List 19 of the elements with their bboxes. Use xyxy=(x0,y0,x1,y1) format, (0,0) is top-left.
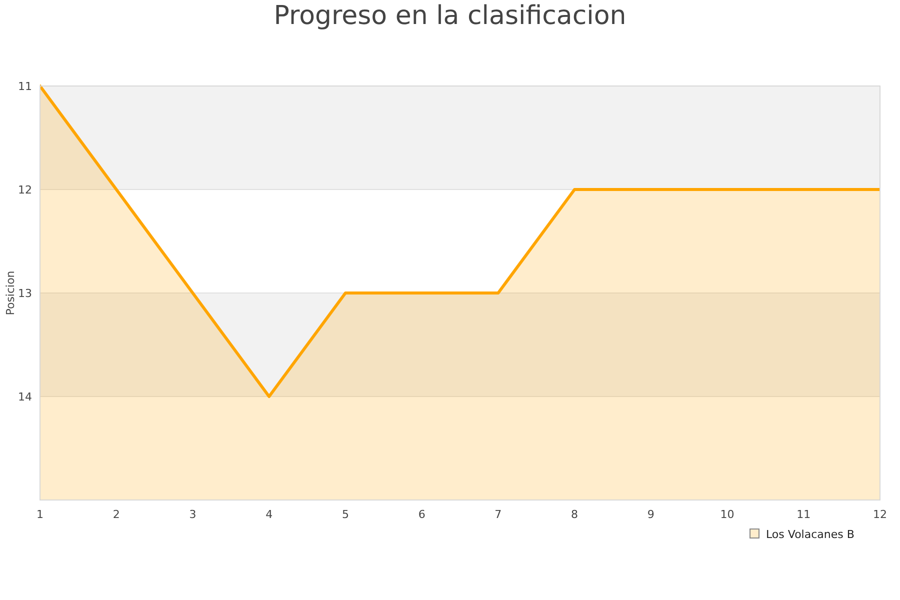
x-tick-label: 9 xyxy=(647,508,654,521)
x-tick-label: 8 xyxy=(571,508,578,521)
x-tick-label: 4 xyxy=(266,508,273,521)
y-tick-label: 11 xyxy=(18,80,32,93)
x-tick-label: 2 xyxy=(112,508,120,521)
x-tick-label: 3 xyxy=(189,508,196,521)
legend-label: Los Volacanes B xyxy=(766,528,854,541)
x-tick-label: 6 xyxy=(418,508,426,521)
y-tick-label: 12 xyxy=(18,184,32,196)
x-tick-label: 1 xyxy=(36,508,44,521)
x-tick-label: 10 xyxy=(720,508,734,521)
x-tick-label: 11 xyxy=(796,508,811,521)
chart-title: Progreso en la clasificacion xyxy=(274,1,626,31)
y-axis-title: Posicion xyxy=(4,270,17,316)
x-tick-label: 5 xyxy=(342,508,349,521)
y-tick-label: 13 xyxy=(18,287,32,300)
x-tick-label: 7 xyxy=(494,508,502,521)
y-tick-label: 14 xyxy=(18,390,32,404)
x-tick-label: 12 xyxy=(873,508,887,521)
